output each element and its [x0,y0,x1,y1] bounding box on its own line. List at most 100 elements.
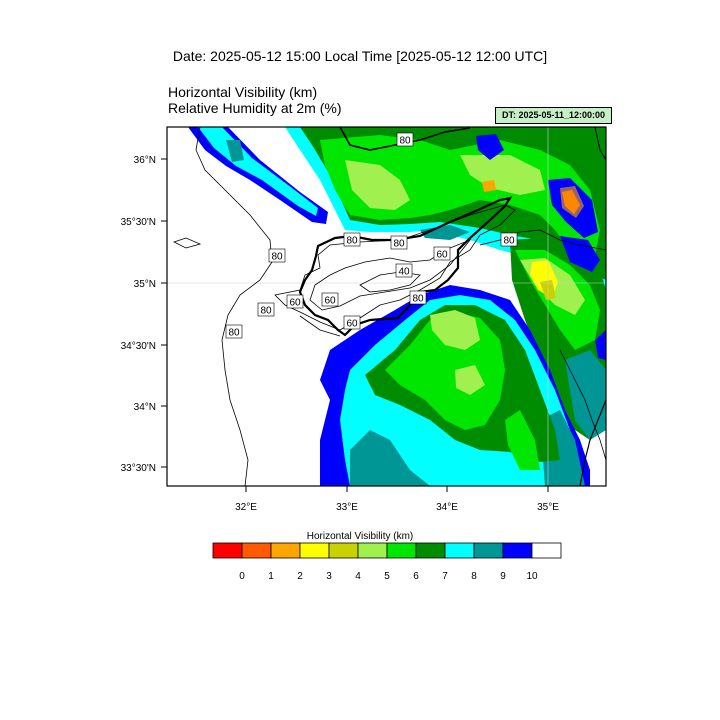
colorbar-swatch [270,542,301,559]
levant-coastline [579,399,606,486]
contour-label: 80 [268,248,286,263]
colorbar-swatch [502,542,533,559]
colorbar-swatch [212,542,243,559]
fill-lightgreen-ne-field [345,160,410,210]
contour-label: 80 [257,302,275,317]
svg-text:80: 80 [399,136,411,147]
svg-text:60: 60 [436,250,448,261]
contour-label: 80 [409,290,427,305]
svg-text:80: 80 [271,252,283,263]
longitude-axis: 32°E 33°E 34°E 35°E [235,486,559,513]
contour-80-west [195,127,273,486]
fill-cyan-nw-band [198,127,318,216]
contour-island-outer [274,204,516,331]
colorbar-tick-label: 2 [297,571,303,582]
contour-label: 40 [395,263,413,278]
colorbar-tick-label: 0 [239,571,245,582]
date-title: Date: 2025-05-12 15:00 Local Time [2025-… [172,48,548,64]
colorbar-swatch [328,542,359,559]
graticule [167,127,606,486]
colorbar-swatch [386,542,417,559]
lat-tick-label: 35°30'N [121,217,156,228]
colorbar-swatch [473,542,504,559]
fill-blue-east-coast-2 [595,330,606,360]
field-title-visibility: Horizontal Visibility (km) [168,84,318,100]
colorbar-tick-label: 9 [500,571,506,582]
svg-text:80: 80 [346,236,358,247]
colorbar-swatch [299,542,330,559]
humidity-contours [172,127,606,486]
lon-tick-label: 34°E [436,502,458,513]
latitude-axis: 36°N 35°30'N 35°N 34°30'N 34°N 33°30'N [121,155,167,474]
dt-badge: DT: 2025-05-11_12:00:00 [495,107,612,124]
fill-lightgreen-se-field-2 [455,365,485,395]
colorbar-swatch [531,542,562,559]
lat-tick-label: 33°30'N [121,463,156,474]
fill-teal-se-field [350,430,430,486]
plot-frame [166,126,607,487]
coastlines [298,127,606,486]
contour-label: 60 [321,292,339,307]
colorbar-tick-label: 1 [268,571,274,582]
lat-tick-label: 36°N [134,155,156,166]
contour-label: 60 [343,315,361,330]
colorbar-swatch [241,542,272,559]
visibility-fill-layer [188,127,606,486]
svg-text:80: 80 [412,294,424,305]
contour-east-sea [479,229,606,251]
contour-island-inner [309,239,472,311]
lon-tick-label: 32°E [235,502,257,513]
fill-lightgreen-se-field [430,310,480,350]
contour-labels: 80 80 80 80 80 60 60 80 40 60 80 60 80 [225,132,518,339]
syria-coastline [594,127,606,161]
contour-40-inner [359,271,421,293]
contour-east-coast [559,349,606,461]
colorbar-tick-label: 8 [471,571,477,582]
lon-tick-label: 35°E [537,502,559,513]
lat-tick-label: 34°30'N [121,341,156,352]
colorbar: 0 1 2 3 4 5 6 7 8 9 10 [212,542,562,582]
contour-label: 80 [390,235,408,250]
svg-text:80: 80 [260,306,272,317]
lon-tick-label: 33°E [336,502,358,513]
svg-text:80: 80 [503,236,515,247]
fill-teal-nw-spot [226,140,244,162]
fill-teal-east-coast [565,350,606,440]
svg-text:60: 60 [324,296,336,307]
contour-label: 80 [500,232,518,247]
field-title-humidity: Relative Humidity at 2m (%) [168,100,342,116]
turkey-coastline [339,127,471,151]
svg-text:40: 40 [398,267,410,278]
contour-south-short [299,315,341,337]
colorbar-tick-label: 10 [526,571,538,582]
contour-label: 60 [433,246,451,261]
svg-text:60: 60 [346,319,358,330]
fill-darkgreen-se-finger [505,410,540,470]
colorbar-tick-label: 6 [413,571,419,582]
contour-label: 80 [396,132,414,147]
colorbar-swatch [357,542,388,559]
lat-tick-label: 34°N [134,402,156,413]
lat-tick-label: 35°N [134,279,156,290]
colorbar-tick-label: 7 [442,571,448,582]
colorbar-tick-label: 4 [355,571,361,582]
colorbar-swatch [415,542,446,559]
contour-label: 80 [343,232,361,247]
fill-orange-ne-spot [560,186,584,218]
cyprus-coastline [298,196,513,337]
contour-label: 60 [286,294,304,309]
colorbar-title: Horizontal Visibility (km) [306,531,414,542]
svg-text:60: 60 [289,298,301,309]
contour-label: 80 [225,324,243,339]
fill-blue-ne-spot [476,134,504,160]
svg-text:80: 80 [393,239,405,250]
fill-orange-ne-spot-2 [482,180,496,192]
fill-lightgreen-ne-field-2 [460,155,545,195]
contour-60-west [172,237,202,249]
svg-text:80: 80 [228,328,240,339]
fill-blue-east-coast [560,236,600,272]
colorbar-swatch [444,542,475,559]
colorbar-tick-label: 3 [326,571,332,582]
colorbar-tick-label: 5 [384,571,390,582]
